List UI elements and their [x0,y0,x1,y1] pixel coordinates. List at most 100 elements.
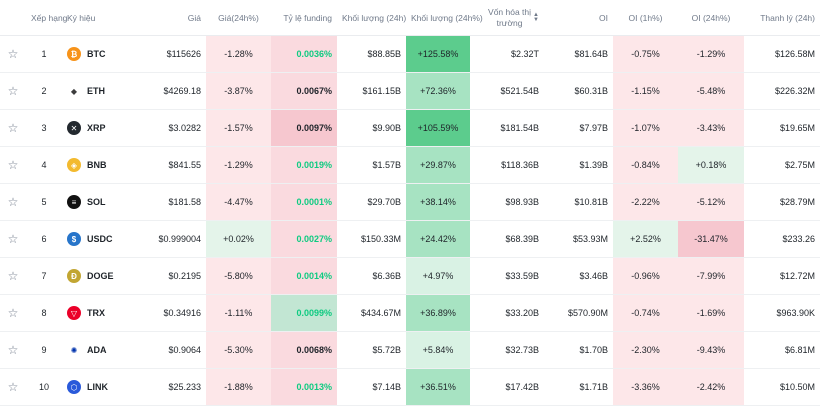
star-icon[interactable]: ☆ [0,220,26,258]
table-row[interactable]: ☆ 9 ✺ ADA $0.9064 -5.30% 0.0068% $5.72B +5.84% $3… [0,331,820,369]
header-volume-change[interactable]: Khối lượng (24h%) [406,0,483,36]
rank-cell: 2 [26,72,62,110]
price-change-cell: -3.87% [206,72,271,110]
rank-cell: 8 [26,294,62,332]
header-volume[interactable]: Khối lượng (24h) [337,0,406,36]
symbol-text: ADA [87,345,107,355]
funding-rate-cell: 0.0097% [271,109,337,147]
symbol-cell[interactable]: ⬡ LINK [62,368,140,406]
header-funding-rate[interactable]: Tỷ lệ funding [271,0,337,36]
dogecoin-icon: Ð [67,269,81,283]
symbol-cell[interactable]: ◈ BNB [62,146,140,184]
symbol-text: BTC [87,49,106,59]
table-row[interactable]: ☆ 4 ◈ BNB $841.55 -1.29% 0.0019% $1.57B +29.87% $… [0,146,820,184]
coin-label[interactable]: ✕ XRP [67,121,135,135]
rank-cell: 9 [26,331,62,369]
table-row[interactable]: ☆ 2 ◆ ETH $4269.18 -3.87% 0.0067% $161.15B +72.3… [0,72,820,110]
star-icon[interactable]: ☆ [0,146,26,184]
star-icon[interactable]: ☆ [0,368,26,406]
oi-1h-cell: -1.07% [613,109,678,147]
price-cell: $0.2195 [140,257,206,295]
coin-label[interactable]: Ð DOGE [67,269,135,283]
market-cap-cell: $98.93B [470,183,544,221]
header-oi[interactable]: OI [544,0,613,36]
table-row[interactable]: ☆ 3 ✕ XRP $3.0282 -1.57% 0.0097% $9.90B +105.59%… [0,109,820,147]
coin-label[interactable]: ≡ SOL [67,195,135,209]
sort-arrows-icon[interactable]: ▲ ▼ [533,11,539,23]
oi-1h-cell: -2.22% [613,183,678,221]
table-row[interactable]: ☆ 1 ₿ BTC $115626 -1.28% 0.0036% $88.85B +125.58… [0,35,820,73]
table-row[interactable]: ☆ 10 ⬡ LINK $25.233 -1.88% 0.0013% $7.14B +36.51… [0,368,820,406]
volume-cell: $88.85B [337,35,406,73]
market-cap-label-line2: trường [496,17,523,28]
header-symbol[interactable]: Ký hiệu [62,0,140,36]
oi-1h-cell: -0.96% [613,257,678,295]
funding-rate-cell: 0.0027% [271,220,337,258]
rank-cell: 1 [26,35,62,73]
table-row[interactable]: ☆ 7 Ð DOGE $0.2195 -5.80% 0.0014% $6.36B +4.97% $… [0,257,820,295]
volume-change-cell: +36.51% [406,368,470,406]
bnb-icon: ◈ [67,158,81,172]
header-rank[interactable]: Xếp hạng [26,0,67,36]
volume-change-cell: +24.42% [406,220,470,258]
star-icon[interactable]: ☆ [0,35,26,73]
market-cap-cell: $118.36B [470,146,544,184]
header-oi-1h[interactable]: OI (1h%) [613,0,678,36]
symbol-cell[interactable]: Ð DOGE [62,257,140,295]
header-price-change[interactable]: Giá(24h%) [206,0,271,36]
symbol-cell[interactable]: ≡ SOL [62,183,140,221]
coin-label[interactable]: ⬡ LINK [67,380,135,394]
price-change-cell: -1.57% [206,109,271,147]
symbol-cell[interactable]: $ USDC [62,220,140,258]
table-row[interactable]: ☆ 6 $ USDC $0.999004 +0.02% 0.0027% $150.33M +24… [0,220,820,258]
table-row[interactable]: ☆ 8 ▽ TRX $0.34916 -1.11% 0.0099% $434.67M +36.8… [0,294,820,332]
star-icon[interactable]: ☆ [0,72,26,110]
market-cap-cell: $181.54B [470,109,544,147]
star-icon[interactable]: ☆ [0,257,26,295]
volume-change-cell: +125.58% [406,35,470,73]
star-icon[interactable]: ☆ [0,331,26,369]
coin-label[interactable]: $ USDC [67,232,135,246]
oi-24h-cell: -5.48% [678,72,744,110]
volume-change-cell: +5.84% [406,331,470,369]
market-cap-cell: $17.42B [470,368,544,406]
rank-cell: 10 [26,368,62,406]
liquidation-cell: $226.32M [744,72,820,110]
oi-cell: $7.97B [544,109,613,147]
price-cell: $0.34916 [140,294,206,332]
symbol-text: DOGE [87,271,114,281]
liquidation-cell: $10.50M [744,368,820,406]
symbol-cell[interactable]: ✕ XRP [62,109,140,147]
star-icon[interactable]: ☆ [0,109,26,147]
star-icon[interactable]: ☆ [0,183,26,221]
volume-cell: $5.72B [337,331,406,369]
coin-label[interactable]: ◆ ETH [67,84,135,98]
symbol-cell[interactable]: ✺ ADA [62,331,140,369]
star-icon[interactable]: ☆ [0,294,26,332]
coin-label[interactable]: ◈ BNB [67,158,135,172]
header-liquidation[interactable]: Thanh lý (24h) [744,0,820,36]
usdc-icon: $ [67,232,81,246]
price-cell: $4269.18 [140,72,206,110]
liquidation-cell: $126.58M [744,35,820,73]
ethereum-icon: ◆ [67,84,81,98]
funding-rate-cell: 0.0068% [271,331,337,369]
volume-cell: $6.36B [337,257,406,295]
symbol-cell[interactable]: ▽ TRX [62,294,140,332]
chainlink-icon: ⬡ [67,380,81,394]
symbol-cell[interactable]: ◆ ETH [62,72,140,110]
price-change-cell: +0.02% [206,220,271,258]
coin-label[interactable]: ✺ ADA [67,343,135,357]
symbol-text: USDC [87,234,113,244]
symbol-cell[interactable]: ₿ BTC [62,35,140,73]
table-row[interactable]: ☆ 5 ≡ SOL $181.58 -4.47% 0.0001% $29.70B +38.14%… [0,183,820,221]
header-market-cap[interactable]: Vốn hóa thị trường ▲ ▼ [470,0,544,36]
coin-label[interactable]: ₿ BTC [67,47,135,61]
header-price[interactable]: Giá [140,0,206,36]
header-oi-24h[interactable]: OI (24h%) [678,0,744,36]
oi-cell: $1.39B [544,146,613,184]
liquidation-cell: $963.90K [744,294,820,332]
oi-24h-cell: +0.18% [678,146,744,184]
coin-label[interactable]: ▽ TRX [67,306,135,320]
price-change-cell: -5.80% [206,257,271,295]
